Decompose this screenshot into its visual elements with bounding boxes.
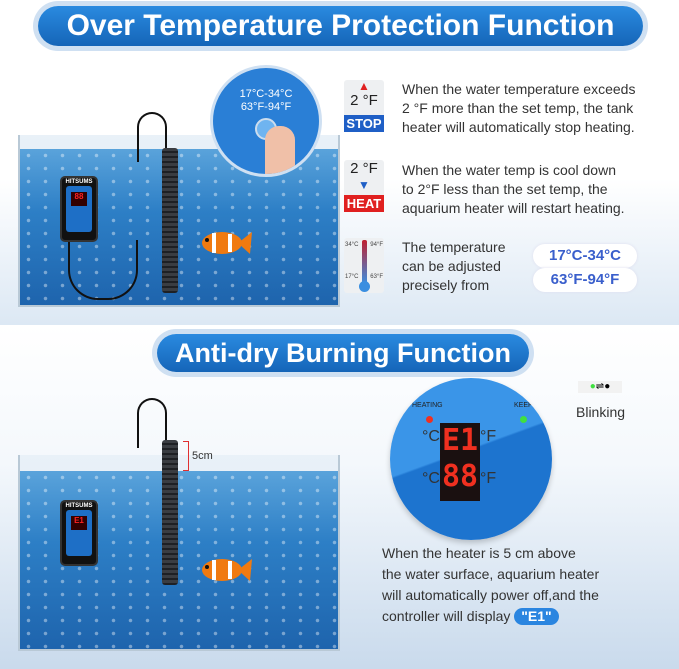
anti-dry-description: When the heater is 5 cm above the water s… (382, 543, 599, 627)
over-temp-title: Over Temperature Protection Function (38, 6, 643, 46)
unit-c2: °C (422, 470, 440, 487)
finger-icon (265, 126, 295, 174)
zoom-label-fahrenheit: 63°F-94°F (240, 101, 292, 113)
clownfish-icon (202, 559, 252, 581)
range-fahrenheit: 63°F-94°F (533, 268, 637, 292)
text-line: heater will automatically stop heating. (402, 119, 635, 135)
clownfish-icon (202, 232, 252, 254)
text-line: 2 °F more than the set temp, the tank (402, 100, 634, 116)
heating-label: HEATING (412, 402, 443, 409)
text-line: When the heater is 5 cm above (382, 545, 576, 561)
thermo-tube (362, 240, 367, 284)
unit-f2: °F (480, 470, 497, 487)
stop-value: 2 °F (350, 92, 378, 109)
stop-icon: ▲ 2 °F STOP (344, 80, 384, 132)
text-line: precisely from (402, 277, 490, 293)
text-line: will automatically power off,and the (382, 587, 599, 603)
temperature-dial-zoom: 17°C-34°C 63°F-94°F (210, 65, 322, 177)
height-label: 5cm (192, 450, 213, 462)
power-cord (137, 398, 167, 448)
keep-led (520, 416, 527, 423)
text-line: When the water temperature exceeds (402, 81, 636, 97)
controller-screen: E1 (71, 516, 87, 530)
heating-led (426, 416, 433, 423)
height-marker (183, 441, 189, 471)
controller-screen: 88 (71, 192, 87, 206)
text-line: controller will display "E1" (382, 606, 599, 627)
heat-icon: 2 °F ▼ HEAT (344, 160, 384, 212)
stop-description: When the water temperature exceeds 2 °F m… (402, 80, 635, 137)
display-line-2: 88 (441, 459, 479, 494)
text-line: The temperature (402, 239, 506, 255)
unit-f1: °F (480, 428, 497, 445)
text-line: to 2°F less than the set temp, the (402, 181, 608, 197)
blinking-label: Blinking (576, 404, 626, 420)
power-cord (137, 112, 167, 162)
text-line-end: controller will display (382, 608, 511, 624)
thermometer-icon: 34°C 94°F 17°C 63°F (344, 238, 384, 293)
heat-value: 2 °F (350, 160, 378, 177)
thermo-f-low: 63°F (370, 274, 383, 280)
display-line-1: E1 (441, 423, 479, 458)
text-line: the water surface, aquarium heater (382, 566, 600, 582)
segment-display: E1 88 (440, 423, 480, 501)
range-celsius: 17°C-34°C (533, 244, 637, 268)
unit-c1: °C (422, 428, 440, 445)
heat-description: When the water temp is cool down to 2°F l… (402, 161, 625, 218)
heater (162, 148, 178, 293)
zoom-label-celsius: 17°C-34°C (239, 88, 293, 100)
controller-brand: HITSUMS (65, 503, 93, 509)
thermo-f-high: 94°F (370, 242, 383, 248)
stop-tag: STOP (344, 115, 384, 132)
arrow-up-icon: ▲ (358, 79, 370, 93)
heat-tag: HEAT (344, 195, 384, 212)
controller-brand: HITSUMS (65, 179, 93, 185)
blink-indicator-icon: ●⇌● (578, 381, 622, 393)
anti-dry-title: Anti-dry Burning Function (157, 334, 529, 372)
adjust-description: The temperature can be adjusted precisely … (402, 238, 506, 295)
thermo-bulb (359, 281, 370, 292)
text-line: When the water temp is cool down (402, 162, 616, 178)
controller: HITSUMS E1 (60, 500, 98, 566)
thermo-c-high: 34°C (345, 242, 359, 248)
text-line: can be adjusted (402, 258, 501, 274)
keep-label: KEEP (514, 402, 533, 409)
text-line: aquarium heater will restart heating. (402, 200, 625, 216)
e1-badge: "E1" (514, 608, 559, 625)
controller-display-zoom: HEATING KEEP °C °F °C °F E1 88 (390, 378, 552, 540)
thermo-c-low: 17°C (345, 274, 359, 280)
heater (162, 440, 178, 585)
controller: HITSUMS 88 (60, 176, 98, 242)
arrow-down-icon: ▼ (358, 178, 370, 192)
controller-cord (68, 240, 138, 300)
